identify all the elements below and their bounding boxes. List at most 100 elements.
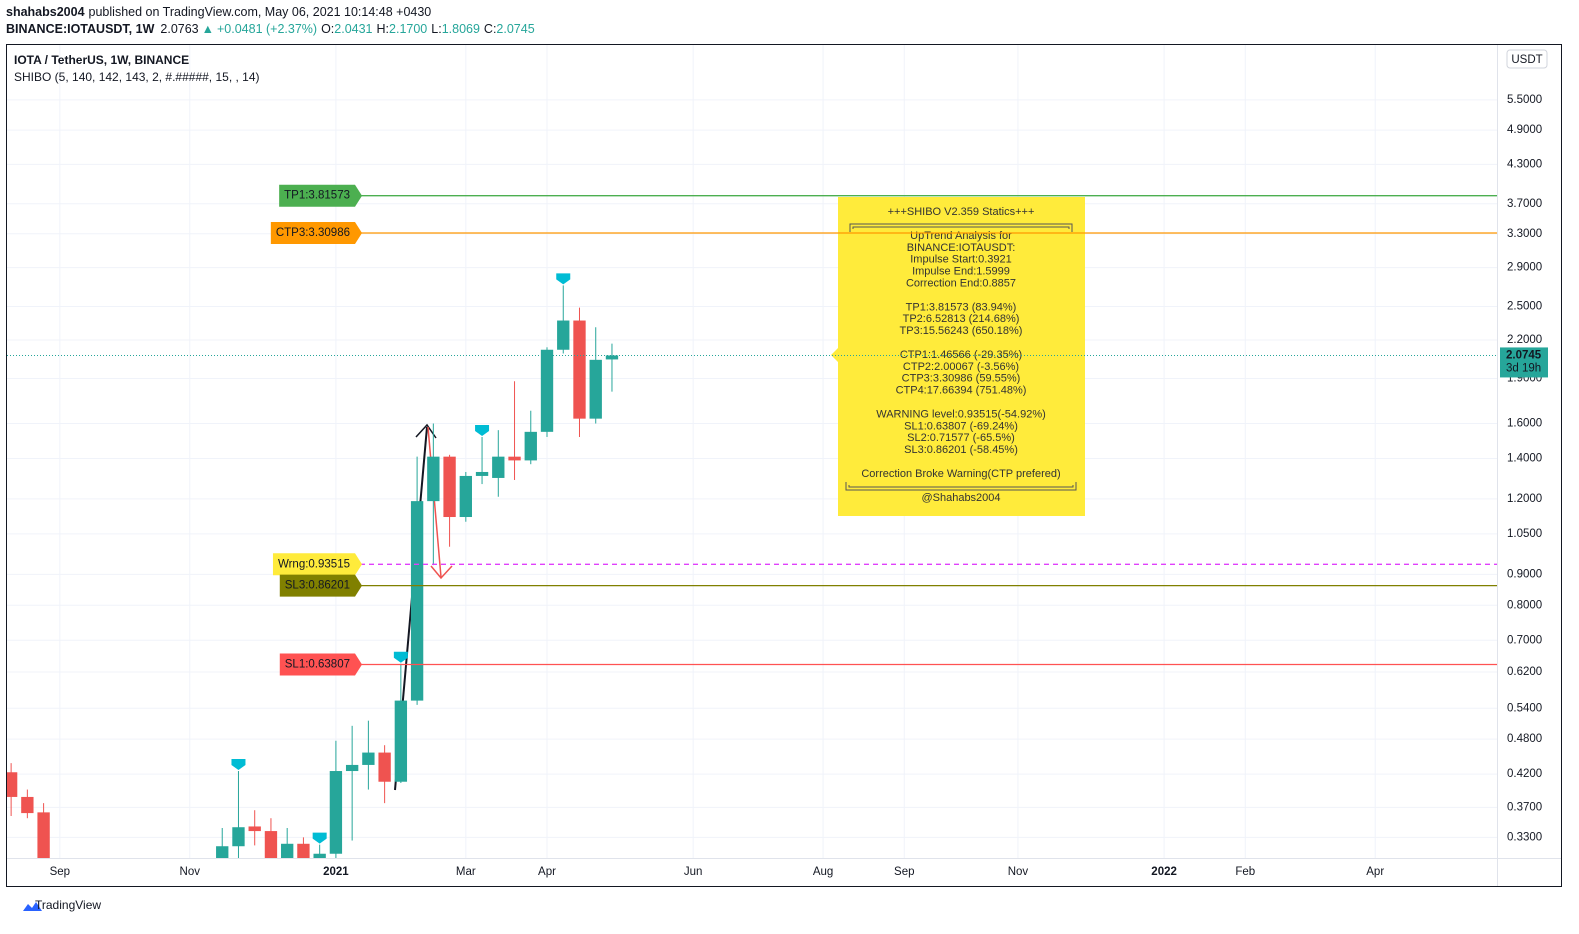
- currency[interactable]: USDT: [1511, 54, 1542, 66]
- candle-body: [492, 456, 505, 478]
- level-label: Wrng:0.93515: [272, 553, 362, 576]
- candle-body: [605, 355, 619, 360]
- candle-body: [540, 349, 554, 432]
- y-tick-label: 2.5000: [1507, 301, 1542, 313]
- level-label: SL1:0.63807: [279, 653, 362, 676]
- y-tick-label: 0.4800: [1507, 733, 1542, 745]
- y-tick-label: 0.8000: [1507, 599, 1542, 611]
- level-label-bg: [279, 574, 362, 597]
- last-price-box: [1500, 347, 1548, 378]
- x-tick-label: Nov: [180, 866, 201, 878]
- level-label-text: TP1:3.81573: [284, 190, 350, 202]
- o-label: O:: [321, 22, 334, 36]
- level-label-text: SL1:0.63807: [285, 659, 350, 671]
- candle-body: [557, 320, 570, 350]
- signal-flag: [393, 651, 408, 663]
- logo: [23, 902, 42, 911]
- countdown-label: 3d 19h: [1506, 362, 1541, 374]
- level-label-text: CTP3:3.30986: [276, 227, 350, 239]
- candle-body: [443, 456, 456, 518]
- correction-arrow: [427, 426, 442, 578]
- candle-body: [216, 846, 229, 858]
- level-label-text: Wrng:0.93515: [278, 558, 350, 570]
- candle-body: [362, 752, 375, 765]
- candle-body: [21, 796, 34, 814]
- publisher: shahabs2004: [6, 5, 85, 19]
- ohlc-line: BINANCE:IOTAUSDT, 1W 2.0763 ▲ +0.0481 (+2.3…: [6, 22, 535, 36]
- candle-body: [394, 700, 408, 782]
- open: 2.0431: [334, 22, 372, 36]
- box-line: BINANCE:IOTAUSDT:: [907, 242, 1016, 254]
- indicator: SHIBO (5, 140, 142, 143, 2, #.#####, 15,…: [14, 70, 260, 84]
- last-price-label: 2.0745: [1506, 349, 1542, 361]
- header-line: shahabs2004 published on TradingView.com,…: [6, 5, 431, 19]
- signal-flag: [312, 832, 327, 844]
- x-tick-label: Aug: [813, 866, 833, 878]
- box-bg: [831, 197, 1085, 516]
- high: 2.1700: [389, 22, 427, 36]
- candle-body: [281, 843, 294, 858]
- box-line: SL3:0.86201 (-58.45%): [904, 444, 1018, 456]
- x-tick-label: Nov: [1008, 866, 1029, 878]
- chart-title: IOTA / TetherUS, 1W, BINANCE: [14, 53, 189, 67]
- level-label-bg: [272, 553, 362, 576]
- close: 2.0745: [496, 22, 534, 36]
- candle-body: [7, 772, 18, 797]
- box-line: CTP1:1.46566 (-29.35%): [900, 349, 1022, 361]
- box-line: Correction End:0.8857: [906, 278, 1016, 290]
- level-label-text: SL3:0.86201: [285, 580, 350, 592]
- candle-body: [232, 827, 245, 847]
- y-tick-label: 4.3000: [1507, 158, 1542, 170]
- box-line: TP3:15.56243 (650.18%): [900, 325, 1023, 337]
- x-tick-label: Sep: [894, 866, 914, 878]
- l-label: L:: [431, 22, 441, 36]
- plot: [7, 273, 619, 858]
- candle-body: [573, 320, 586, 419]
- candle-body: [524, 431, 537, 461]
- y-tick-label: 0.3300: [1507, 831, 1542, 843]
- box-line: CTP3:3.30986 (59.55%): [902, 373, 1021, 385]
- currency-box[interactable]: [1506, 49, 1548, 69]
- y-tick-label: 0.9000: [1507, 568, 1542, 580]
- candle-body: [427, 456, 440, 502]
- footer: TradingView: [35, 898, 101, 912]
- stats-box: +++SHIBO V2.359 Statics+++ UpTrend Analys…: [831, 197, 1085, 516]
- y-tick-label: 1.2000: [1507, 493, 1542, 505]
- frame: [6, 44, 1562, 887]
- x-tick-label: Apr: [1366, 866, 1384, 878]
- arrow-head: [430, 565, 453, 580]
- level-label: SL3:0.86201: [279, 574, 362, 597]
- box-rule: [845, 482, 1077, 491]
- y-tick-label: 0.7000: [1507, 634, 1542, 646]
- candle-body: [37, 812, 50, 858]
- level-label-bg: [270, 221, 362, 244]
- y-tick-label: 2.9000: [1507, 262, 1542, 274]
- y-tick-label: 0.6200: [1507, 666, 1542, 678]
- y-tick-label: 5.5000: [1507, 94, 1542, 106]
- arrow: ▲: [202, 22, 214, 36]
- x-tick-label: Feb: [1235, 866, 1255, 878]
- box-line: TP1:3.81573 (83.94%): [906, 301, 1017, 313]
- signal-flag: [475, 424, 490, 436]
- h-label: H:: [377, 22, 390, 36]
- y-tick-label: 1.4000: [1507, 453, 1542, 465]
- y-tick-label: 2.2000: [1507, 334, 1542, 346]
- c-label: C:: [484, 22, 497, 36]
- candle-body: [248, 826, 261, 832]
- published: published on TradingView.com, May 06, 20…: [89, 5, 432, 19]
- y-tick-label: 1.6000: [1507, 418, 1542, 430]
- x-tick-label: 2022: [1151, 866, 1177, 878]
- candle-body: [508, 456, 521, 461]
- y-tick-label: 0.4200: [1507, 768, 1542, 780]
- candle-body: [378, 752, 391, 782]
- candle-body: [313, 853, 326, 858]
- box-line: Correction Broke Warning(CTP prefered): [861, 468, 1060, 480]
- box-line: TP2:6.52813 (214.68%): [903, 313, 1020, 325]
- x-tick-label: Mar: [456, 866, 476, 878]
- candle-body: [297, 843, 310, 858]
- box-line: SL2:0.71577 (-65.5%): [907, 432, 1015, 444]
- candle-body: [475, 471, 489, 476]
- y-tick-label: 3.7000: [1507, 198, 1542, 210]
- box-rule: [849, 223, 1073, 232]
